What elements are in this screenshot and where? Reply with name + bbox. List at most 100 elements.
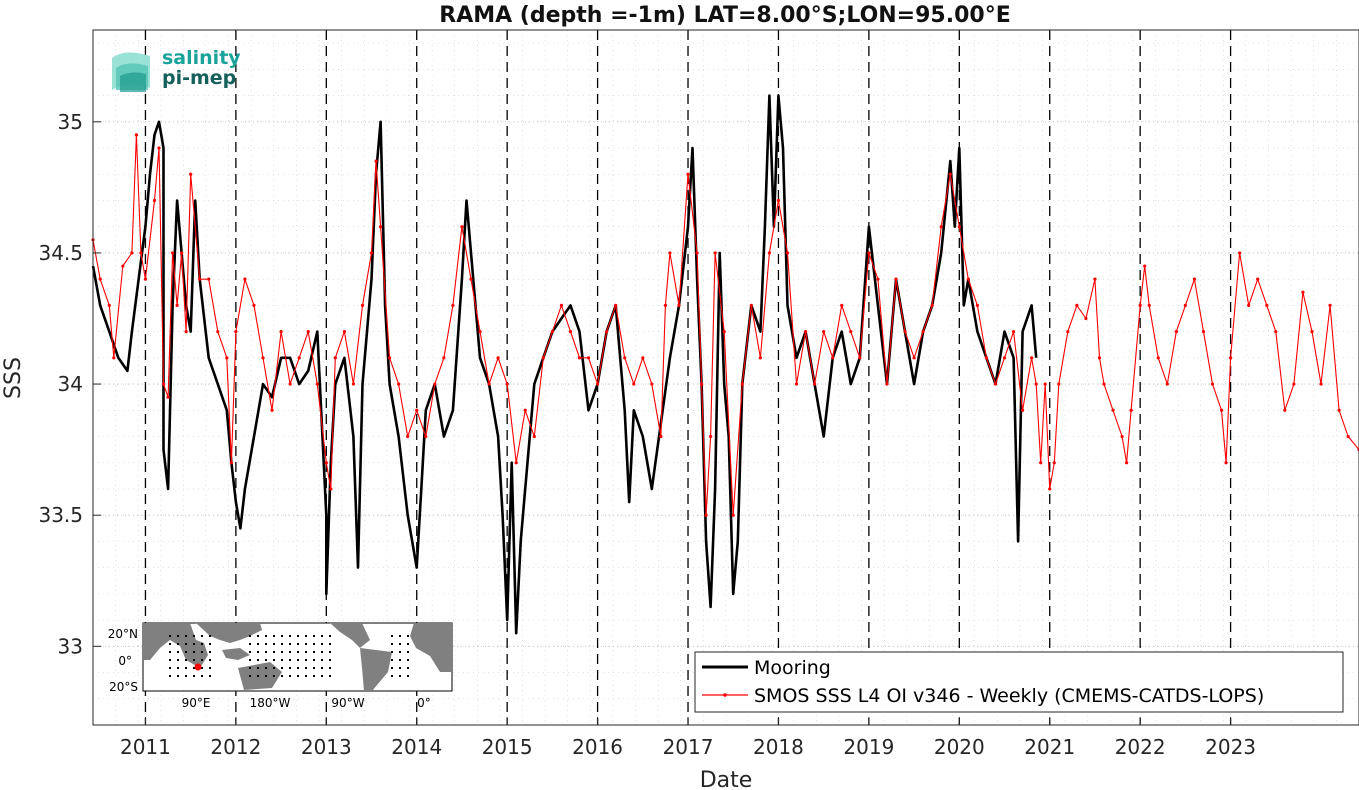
smos-point — [1156, 356, 1160, 360]
chart-title: RAMA (depth =-1m) LAT=8.00°S;LON=95.00°E — [439, 3, 1010, 28]
smos-point — [1310, 330, 1314, 334]
map-station-dot — [249, 667, 251, 669]
map-station-dot — [273, 667, 275, 669]
smos-point — [1097, 356, 1102, 360]
selected-station-marker — [194, 663, 202, 671]
smos-point — [1143, 264, 1147, 268]
map-station-dot — [313, 643, 315, 645]
map-station-dot — [391, 667, 393, 669]
map-station-dot — [257, 635, 259, 637]
series-mooring — [91, 94, 1038, 635]
smos-point — [785, 251, 790, 255]
smos-point — [713, 251, 717, 255]
x-tick-label: 2023 — [1205, 735, 1256, 759]
map-station-dot — [399, 659, 401, 661]
map-station-dot — [209, 643, 211, 645]
map-station-dot — [407, 675, 409, 677]
map-station-dot — [399, 651, 401, 653]
smos-point — [650, 382, 654, 386]
smos-point — [415, 408, 419, 412]
map-station-dot — [249, 635, 251, 637]
smos-point — [161, 382, 166, 386]
smos-point — [112, 356, 116, 360]
map-station-dot — [329, 667, 331, 669]
smos-point — [699, 382, 704, 386]
map-lon-label-90w: 90°W — [331, 696, 364, 710]
smos-point — [1129, 408, 1133, 412]
map-station-dot — [399, 643, 401, 645]
smos-point — [261, 356, 265, 360]
map-station-dot — [201, 675, 203, 677]
map-station-dot — [169, 643, 171, 645]
map-land-central-america — [330, 623, 370, 648]
map-land-indonesia — [222, 648, 250, 660]
y-axis-ticks: 33 33.5 34 34.5 35 — [38, 110, 101, 658]
smos-point — [695, 251, 699, 255]
smos-point — [1002, 356, 1007, 360]
y-tick-label: 34.5 — [38, 241, 83, 265]
map-lon-label-90e: 90°E — [182, 696, 211, 710]
map-station-dot — [289, 635, 291, 637]
map-station-dot — [281, 635, 283, 637]
map-station-dot — [289, 675, 291, 677]
map-station-dot — [177, 667, 179, 669]
smos-point — [166, 395, 170, 399]
smos-point — [1165, 382, 1169, 386]
map-station-dot — [265, 643, 267, 645]
smos-point — [568, 330, 573, 334]
smos-point — [939, 225, 943, 229]
map-station-dot — [169, 635, 171, 637]
smos-point — [189, 172, 193, 176]
map-station-dot — [391, 659, 393, 661]
y-axis-label: SSS — [1, 357, 26, 399]
map-station-dot — [391, 651, 393, 653]
x-tick-label: 2017 — [663, 735, 714, 759]
smos-point — [152, 198, 157, 203]
logo-text-salinity: salinity — [162, 47, 241, 69]
smos-point — [1093, 277, 1097, 281]
smos-point — [1057, 382, 1061, 386]
smos-point — [1346, 434, 1350, 439]
map-station-dot — [185, 675, 187, 677]
smos-point — [523, 408, 527, 412]
smos-point — [333, 356, 337, 360]
map-station-dot — [265, 659, 267, 661]
smos-point — [776, 198, 781, 203]
map-station-dot — [407, 659, 409, 661]
map-station-dot — [273, 651, 275, 653]
map-station-dot — [289, 651, 291, 653]
smos-point — [614, 303, 618, 307]
map-station-dot — [329, 635, 331, 637]
smos-point — [297, 356, 301, 360]
smos-point — [121, 264, 125, 268]
smos-point — [885, 382, 889, 386]
map-station-dot — [185, 667, 187, 669]
smos-point — [374, 159, 378, 163]
smos-point — [1301, 290, 1305, 294]
smos-point — [329, 487, 333, 491]
smos-point — [541, 356, 545, 360]
smos-point — [1274, 330, 1278, 334]
map-station-dot — [201, 643, 203, 645]
smos-point — [180, 251, 184, 255]
smos-point — [134, 133, 139, 137]
map-land-asia — [196, 623, 262, 643]
map-lat-label-20s: 20°S — [109, 680, 138, 694]
map-station-dot — [169, 675, 171, 677]
legend-box — [694, 651, 1344, 713]
smos-point — [378, 225, 383, 229]
inset-map: 20°N 0° 20°S 90°E 180°W 90°W 0° — [108, 622, 453, 710]
map-station-dot — [297, 651, 299, 653]
smos-point — [288, 382, 292, 386]
map-station-dot — [407, 643, 409, 645]
smos-point — [1021, 408, 1025, 412]
smos-point — [139, 251, 143, 255]
smos-point — [198, 277, 202, 281]
x-tick-label: 2012 — [210, 735, 261, 759]
map-lat-label-0: 0° — [118, 654, 132, 668]
map-station-dot — [169, 651, 171, 653]
map-station-dot — [257, 675, 259, 677]
map-station-dot — [257, 651, 259, 653]
smos-point — [252, 303, 256, 307]
